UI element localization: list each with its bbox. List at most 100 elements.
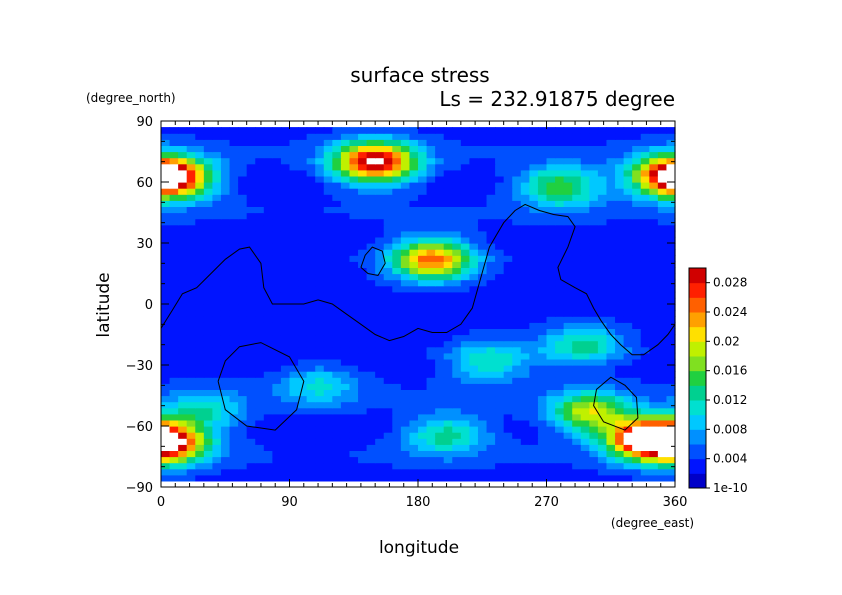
heatmap-cell	[649, 182, 659, 189]
heatmap-cell	[572, 182, 582, 189]
heatmap-cell	[597, 340, 608, 348]
heatmap-cell	[203, 249, 213, 256]
heatmap-cell	[392, 169, 402, 177]
heatmap-cell	[272, 365, 282, 372]
heatmap-cell	[366, 438, 376, 445]
heatmap-cell	[418, 444, 428, 451]
heatmap-cell	[649, 383, 659, 390]
heatmap-cell	[503, 395, 513, 403]
heatmap-cell	[589, 169, 599, 177]
heatmap-cell	[332, 163, 342, 171]
heatmap-cell	[220, 157, 231, 165]
heatmap-cell	[563, 426, 573, 433]
heatmap-cell	[546, 285, 556, 293]
heatmap-cell	[632, 432, 642, 439]
heatmap-cell	[623, 218, 633, 226]
heatmap-cell	[503, 346, 513, 354]
heatmap-cell	[392, 407, 402, 415]
heatmap-cell	[555, 236, 565, 244]
heatmap-cell	[460, 273, 470, 281]
heatmap-cell	[195, 316, 205, 323]
heatmap-cell	[640, 310, 650, 317]
heatmap-cell	[443, 304, 453, 311]
heatmap-cell	[409, 419, 419, 427]
heatmap-cell	[460, 401, 470, 409]
heatmap-cell	[400, 188, 411, 195]
heatmap-cell	[169, 267, 179, 275]
heatmap-cell	[383, 334, 393, 342]
heatmap-cell	[392, 236, 402, 244]
heatmap-cell	[649, 426, 659, 433]
heatmap-cell	[615, 230, 625, 238]
heatmap-cell	[332, 340, 342, 348]
heatmap-cell	[546, 243, 556, 250]
heatmap-cell	[212, 133, 222, 140]
heatmap-cell	[435, 200, 445, 207]
heatmap-cell	[263, 371, 273, 378]
heatmap-cell	[460, 133, 470, 140]
heatmap-cell	[306, 456, 316, 464]
heatmap-cell	[435, 377, 445, 384]
heatmap-cell	[161, 474, 171, 482]
y-tick-label: 60	[136, 176, 153, 191]
heatmap-cell	[640, 444, 650, 451]
heatmap-cell	[503, 426, 513, 433]
heatmap-cell	[358, 419, 368, 427]
heatmap-cell	[323, 450, 333, 458]
heatmap-cell	[666, 169, 676, 177]
heatmap-cell	[298, 133, 308, 140]
heatmap-cell	[246, 188, 256, 195]
heatmap-cell	[529, 151, 539, 159]
heatmap-cell	[186, 279, 196, 287]
heatmap-cell	[555, 474, 565, 482]
heatmap-cell	[529, 139, 539, 146]
heatmap-cell	[443, 358, 453, 366]
heatmap-cell	[495, 145, 505, 153]
heatmap-cell	[255, 419, 265, 427]
heatmap-cell	[383, 438, 393, 445]
heatmap-cell	[615, 322, 625, 329]
heatmap-cell	[477, 285, 488, 293]
heatmap-cell	[238, 328, 248, 336]
heatmap-cell	[383, 389, 393, 397]
heatmap-cell	[383, 291, 393, 299]
heatmap-cell	[426, 310, 436, 317]
heatmap-cell	[443, 389, 453, 397]
heatmap-cell	[546, 358, 556, 366]
heatmap-cell	[409, 194, 419, 201]
heatmap-cell	[572, 127, 582, 134]
heatmap-cell	[366, 285, 376, 293]
heatmap-cell	[246, 255, 256, 262]
heatmap-cell	[512, 462, 522, 470]
heatmap-cell	[203, 304, 213, 311]
heatmap-cell	[323, 310, 333, 317]
heatmap-cell	[323, 407, 333, 415]
heatmap-cell	[289, 261, 299, 268]
heatmap-cell	[477, 358, 488, 366]
heatmap-cell	[255, 328, 265, 336]
heatmap-cell	[503, 316, 513, 323]
heatmap-cell	[572, 450, 582, 458]
heatmap-cell	[289, 395, 299, 403]
heatmap-cell	[460, 139, 470, 146]
heatmap-cell	[212, 401, 222, 409]
heatmap-cell	[640, 419, 650, 427]
heatmap-cell	[229, 346, 239, 354]
heatmap-cell	[409, 316, 419, 323]
heatmap-cell	[649, 432, 659, 439]
heatmap-cell	[469, 224, 479, 232]
heatmap-cell	[443, 310, 453, 317]
heatmap-cell	[563, 401, 573, 409]
heatmap-cell	[589, 316, 599, 323]
heatmap-cell	[366, 145, 376, 153]
heatmap-cell	[203, 426, 213, 433]
heatmap-cell	[469, 401, 479, 409]
heatmap-cell	[298, 401, 308, 409]
heatmap-cell	[178, 444, 188, 451]
heatmap-cell	[546, 249, 556, 256]
heatmap-cell	[220, 395, 231, 403]
heatmap-cell	[546, 267, 556, 275]
heatmap-cell	[443, 438, 453, 445]
heatmap-cell	[392, 358, 402, 366]
